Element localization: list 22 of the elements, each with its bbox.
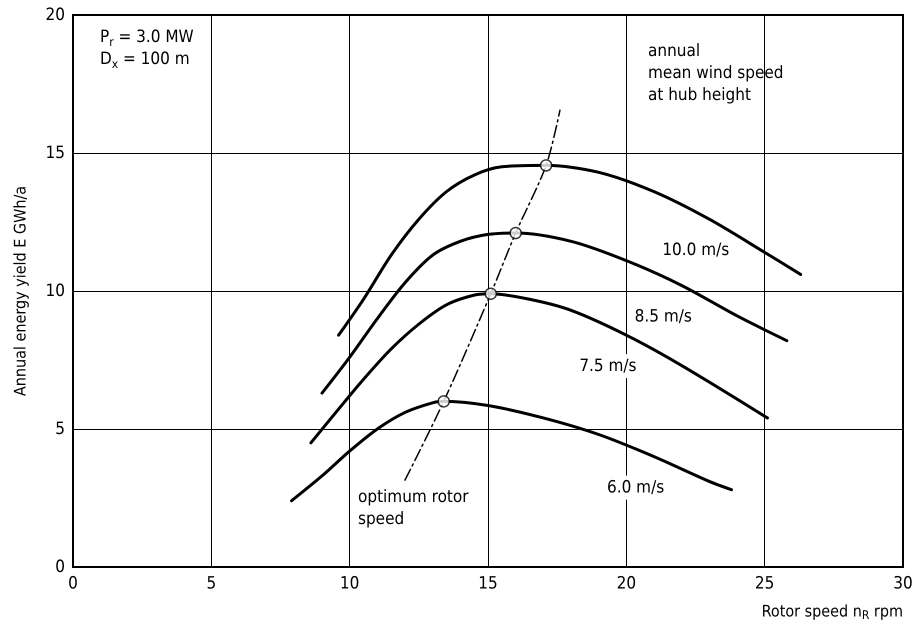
point <box>540 159 552 172</box>
series-label: 8.5 m/s <box>634 306 692 326</box>
x-tick-label: 25 <box>754 574 774 594</box>
x-tick-label: 30 <box>893 574 913 594</box>
x-tick-label: 0 <box>68 574 78 594</box>
point <box>437 395 450 408</box>
series-label: optimum rotor speed <box>358 487 470 530</box>
y-tick-label: 5 <box>55 419 65 439</box>
x-tick-label: 15 <box>478 574 498 594</box>
point <box>484 288 498 300</box>
y-tick-label: 15 <box>46 143 65 163</box>
point <box>509 226 522 240</box>
y-tick-label: 20 <box>46 5 65 25</box>
y-axis-title: Annual energy yield E GWh/a <box>10 186 30 396</box>
x-tick-label: 20 <box>616 574 636 594</box>
y-tick-label: 10 <box>46 281 65 301</box>
x-tick-label: 10 <box>340 574 360 594</box>
series-label: 6.0 m/s <box>607 478 664 498</box>
series-label: 10.0 m/s <box>662 240 730 260</box>
x-tick-label: 5 <box>206 574 216 594</box>
y-tick-label: 0 <box>55 557 65 577</box>
series-label: 7.5 m/s <box>579 356 637 376</box>
